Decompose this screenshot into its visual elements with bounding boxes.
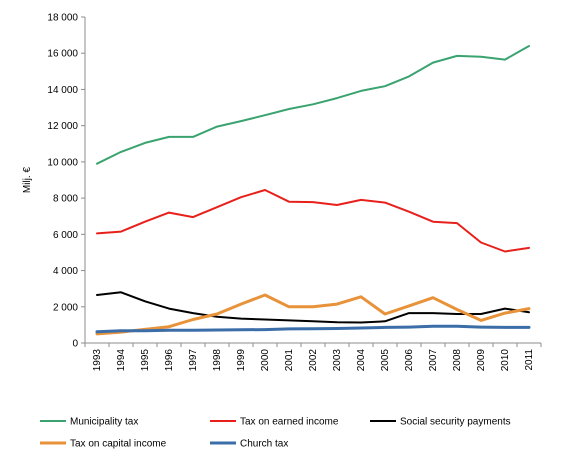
y-tick-label: 14 000: [47, 85, 78, 96]
x-tick-label: 2006: [404, 349, 415, 372]
x-tick-label: 2011: [524, 349, 535, 371]
series-line-5: [95, 324, 531, 334]
y-tick-label: 12 000: [47, 121, 78, 132]
legend-label: Tax on capital income: [70, 439, 167, 450]
y-axis-title: Milj. €: [22, 167, 33, 194]
legend-label: Social security payments: [400, 417, 511, 428]
series-line-4: [95, 293, 531, 336]
axes: [84, 17, 541, 344]
x-axis-ticks: 1993 1994 1995 1996 1997 1998 1999 2000 2001 2002…: [84, 343, 542, 372]
y-tick-label: 6 000: [53, 230, 78, 241]
series-line-1: [96, 45, 530, 165]
y-tick-label: 10 000: [47, 157, 78, 168]
x-tick-label: 1993: [92, 349, 103, 372]
y-tick-label: 8 000: [53, 194, 78, 205]
x-tick-label: 2008: [452, 349, 463, 372]
x-tick-label: 1995: [140, 349, 151, 372]
y-tick-label: 2 000: [53, 302, 78, 313]
x-tick-label: 1996: [164, 349, 175, 372]
y-tick-label: 4 000: [53, 266, 78, 277]
series-line-2: [96, 189, 530, 253]
x-tick-label: 2002: [308, 349, 319, 372]
x-tick-label: 2000: [260, 349, 271, 372]
x-tick-label: 2003: [332, 349, 343, 372]
legend-label: Tax on earned income: [240, 417, 339, 428]
x-tick-label: 2004: [356, 349, 367, 372]
x-tick-label: 2010: [500, 349, 511, 372]
legend: Municipality tax Tax on earned income Soci…: [40, 417, 511, 450]
x-tick-label: 2001: [284, 349, 295, 372]
x-tick-label: 1994: [116, 349, 127, 372]
legend-label: Municipality tax: [70, 417, 138, 428]
x-tick-label: 2007: [428, 349, 439, 372]
x-tick-label: 1997: [188, 349, 199, 372]
y-tick-label: 16 000: [47, 49, 78, 60]
x-tick-label: 1998: [212, 349, 223, 372]
y-tick-label: 0: [72, 339, 78, 350]
x-tick-label: 1999: [236, 349, 247, 372]
series-line-3: [96, 291, 530, 324]
legend-label: Church tax: [240, 439, 288, 450]
y-axis-title-group: Milj. €: [22, 167, 33, 194]
x-tick-label: 2005: [380, 349, 391, 372]
y-tick-label: 18 000: [47, 13, 78, 24]
series-lines: [95, 45, 531, 336]
y-axis-ticks: 0 2 000 4 000 6 000 8 000 10 000 12 000 14 000 1…: [47, 13, 85, 350]
x-tick-label: 2009: [476, 349, 487, 372]
